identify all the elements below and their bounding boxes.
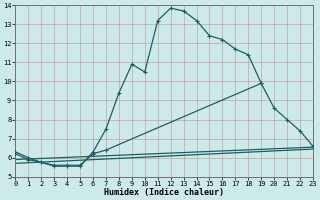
X-axis label: Humidex (Indice chaleur): Humidex (Indice chaleur) [104, 188, 224, 197]
